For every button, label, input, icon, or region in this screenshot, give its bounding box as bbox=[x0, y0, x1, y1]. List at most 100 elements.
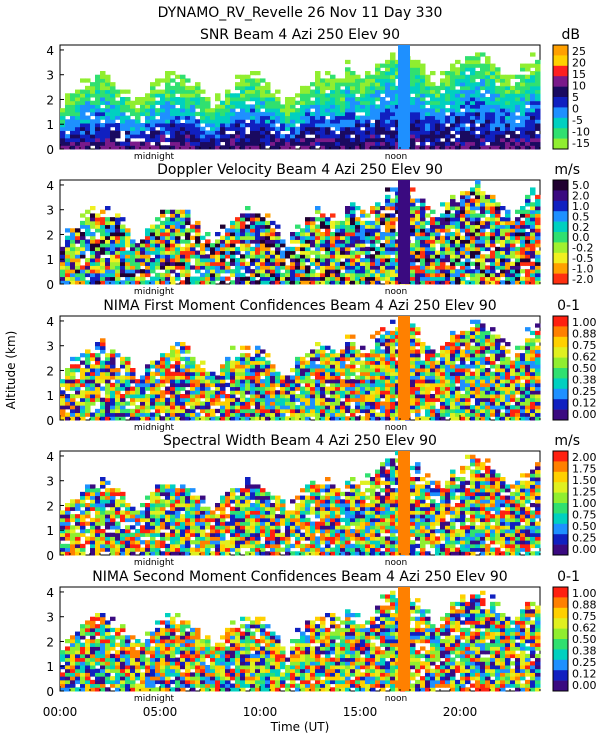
heatmap-cell bbox=[305, 145, 311, 150]
heatmap-cell bbox=[475, 217, 481, 222]
heatmap-cell bbox=[525, 232, 531, 237]
colorbar-swatch bbox=[553, 55, 568, 67]
heatmap-cell bbox=[90, 137, 96, 143]
heatmap-cell bbox=[500, 280, 506, 285]
heatmap-cell bbox=[95, 228, 101, 233]
heatmap-cell bbox=[395, 206, 401, 211]
heatmap-cell bbox=[490, 265, 496, 270]
heatmap-cell bbox=[505, 123, 511, 128]
heatmap-cell bbox=[175, 397, 181, 402]
heatmap-cell bbox=[310, 382, 316, 388]
heatmap-cell bbox=[385, 254, 391, 259]
heatmap-cell bbox=[390, 134, 396, 139]
heatmap-cell bbox=[80, 213, 86, 218]
heatmap-cell bbox=[355, 134, 361, 139]
heatmap-cell bbox=[235, 74, 241, 79]
heatmap-cell bbox=[395, 342, 401, 347]
heatmap-cell bbox=[165, 375, 171, 380]
heatmap-cell bbox=[290, 145, 296, 150]
heatmap-cell bbox=[225, 108, 231, 113]
heatmap-cell bbox=[185, 371, 191, 376]
heatmap-cell bbox=[455, 202, 461, 207]
heatmap-cell bbox=[410, 272, 416, 278]
heatmap-cell bbox=[165, 115, 171, 120]
heatmap-cell bbox=[90, 412, 96, 417]
heatmap-cell bbox=[465, 334, 471, 339]
heatmap-cells bbox=[60, 45, 541, 150]
heatmap-cell bbox=[370, 401, 376, 406]
heatmap-cell bbox=[495, 235, 501, 240]
heatmap-cell bbox=[420, 71, 426, 76]
heatmap-cell bbox=[165, 386, 171, 391]
heatmap-cell bbox=[275, 141, 281, 146]
heatmap-cell bbox=[320, 258, 326, 263]
heatmap-cell bbox=[235, 276, 241, 281]
heatmap-cell bbox=[165, 145, 171, 150]
heatmap-cell bbox=[390, 100, 396, 105]
heatmap-cell bbox=[525, 82, 531, 87]
heatmap-cell bbox=[460, 342, 466, 347]
heatmap-cell bbox=[190, 401, 196, 406]
heatmap-cell bbox=[105, 405, 111, 410]
heatmap-cell bbox=[60, 401, 66, 406]
heatmap-cell bbox=[75, 250, 81, 255]
heatmap-cell bbox=[375, 145, 381, 150]
heatmap-cell bbox=[275, 397, 281, 402]
heatmap-cell bbox=[385, 220, 391, 226]
heatmap-cell bbox=[415, 276, 421, 281]
heatmap-cell bbox=[410, 71, 416, 76]
heatmap-cell bbox=[510, 228, 516, 233]
heatmap-cell bbox=[445, 100, 451, 105]
colorbar-label: 5 bbox=[572, 91, 579, 104]
heatmap-cell bbox=[385, 272, 391, 278]
heatmap-cell bbox=[70, 108, 76, 113]
heatmap-cell bbox=[315, 416, 321, 421]
heatmap-cell bbox=[345, 59, 351, 65]
heatmap-cell bbox=[140, 111, 146, 117]
heatmap-cell bbox=[330, 108, 336, 113]
heatmap-cell bbox=[225, 265, 231, 270]
heatmap-cell bbox=[525, 123, 531, 128]
heatmap-cell bbox=[355, 82, 361, 87]
heatmap-cell bbox=[525, 254, 531, 259]
heatmap-cell bbox=[395, 360, 401, 365]
y-tick-label: 3 bbox=[46, 69, 54, 83]
heatmap-cell bbox=[95, 412, 101, 417]
heatmap-cell bbox=[130, 126, 136, 131]
heatmap-cell bbox=[490, 220, 496, 226]
heatmap-cell bbox=[390, 390, 396, 395]
heatmap-cell bbox=[165, 228, 171, 233]
heatmap-cell bbox=[535, 74, 541, 79]
heatmap-cell bbox=[410, 130, 416, 135]
heatmap-cell bbox=[525, 67, 531, 72]
heatmap-cell bbox=[280, 382, 286, 388]
heatmap-cell bbox=[150, 250, 156, 255]
colorbar-swatch bbox=[553, 65, 568, 77]
heatmap-cell bbox=[495, 100, 501, 105]
heatmap-cell bbox=[250, 408, 256, 414]
heatmap-cell bbox=[410, 224, 416, 229]
heatmap-cell bbox=[355, 141, 361, 146]
heatmap-cell bbox=[205, 141, 211, 146]
heatmap-cell bbox=[415, 412, 421, 417]
heatmap-cell bbox=[170, 276, 176, 281]
heatmap-cell bbox=[270, 397, 276, 402]
heatmap-cell bbox=[475, 89, 481, 94]
heatmap-cell bbox=[455, 228, 461, 233]
heatmap-cell bbox=[135, 246, 141, 252]
heatmap-cell bbox=[210, 261, 216, 266]
heatmap-cell bbox=[355, 416, 361, 421]
heatmap-cell bbox=[135, 145, 141, 150]
heatmap-cell bbox=[200, 137, 206, 143]
heatmap-cell bbox=[515, 217, 521, 222]
heatmap-cell bbox=[385, 368, 391, 373]
heatmap-cell bbox=[445, 78, 451, 83]
y-tick-label: 2 bbox=[46, 93, 54, 107]
heatmap-cell bbox=[410, 258, 416, 263]
heatmap-cell bbox=[350, 100, 356, 105]
heatmap-cell bbox=[530, 272, 536, 278]
heatmap-cell bbox=[360, 371, 366, 376]
heatmap-cell bbox=[225, 276, 231, 281]
heatmap-cell bbox=[120, 246, 126, 252]
heatmap-cell bbox=[535, 78, 541, 83]
